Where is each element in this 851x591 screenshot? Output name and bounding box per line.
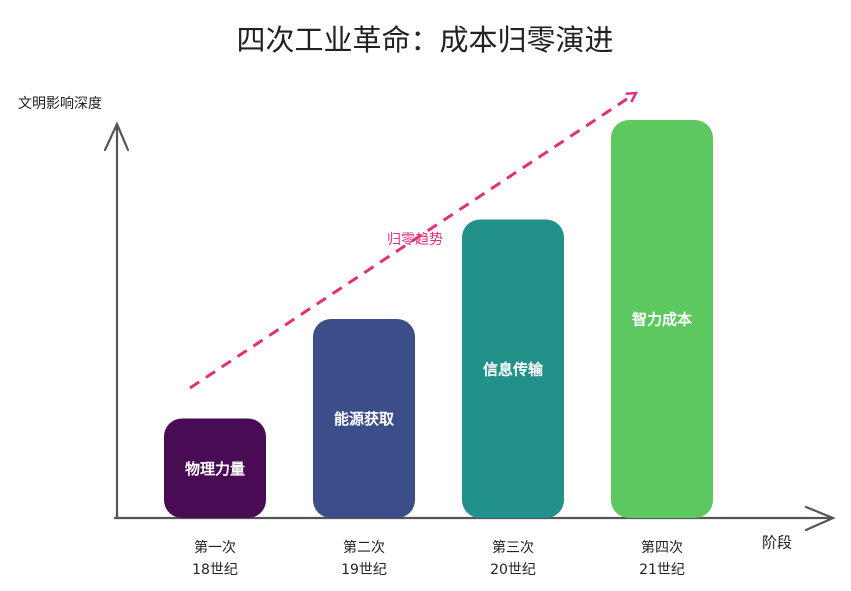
bar-label: 能源获取: [334, 410, 395, 428]
x-tick-sublabel: 19世纪: [341, 562, 387, 578]
y-axis-label: 文明影响深度: [18, 96, 102, 112]
bar: [462, 219, 564, 518]
x-tick-label: 第一次: [194, 539, 236, 556]
trend-label: 归零趋势: [387, 231, 443, 248]
x-tick-label: 第三次: [492, 539, 534, 556]
x-tick-label: 第四次: [641, 539, 683, 556]
y-axis: [103, 121, 130, 520]
bar-label: 信息传输: [483, 360, 544, 378]
chart-title: 四次工业革命：成本归零演进: [236, 23, 613, 57]
x-tick-sublabel: 18世纪: [192, 562, 238, 578]
x-tick-sublabel: 21世纪: [639, 562, 685, 578]
trend-arrow: [189, 93, 636, 390]
bar-label: 智力成本: [632, 311, 692, 329]
bar: [164, 418, 266, 518]
x-axis-label: 阶段: [762, 534, 792, 552]
bar-label: 物理力量: [185, 460, 245, 478]
bar: [313, 319, 415, 518]
bar: [611, 120, 713, 518]
x-tick-sublabel: 20世纪: [490, 562, 536, 578]
x-tick-label: 第二次: [343, 539, 385, 556]
